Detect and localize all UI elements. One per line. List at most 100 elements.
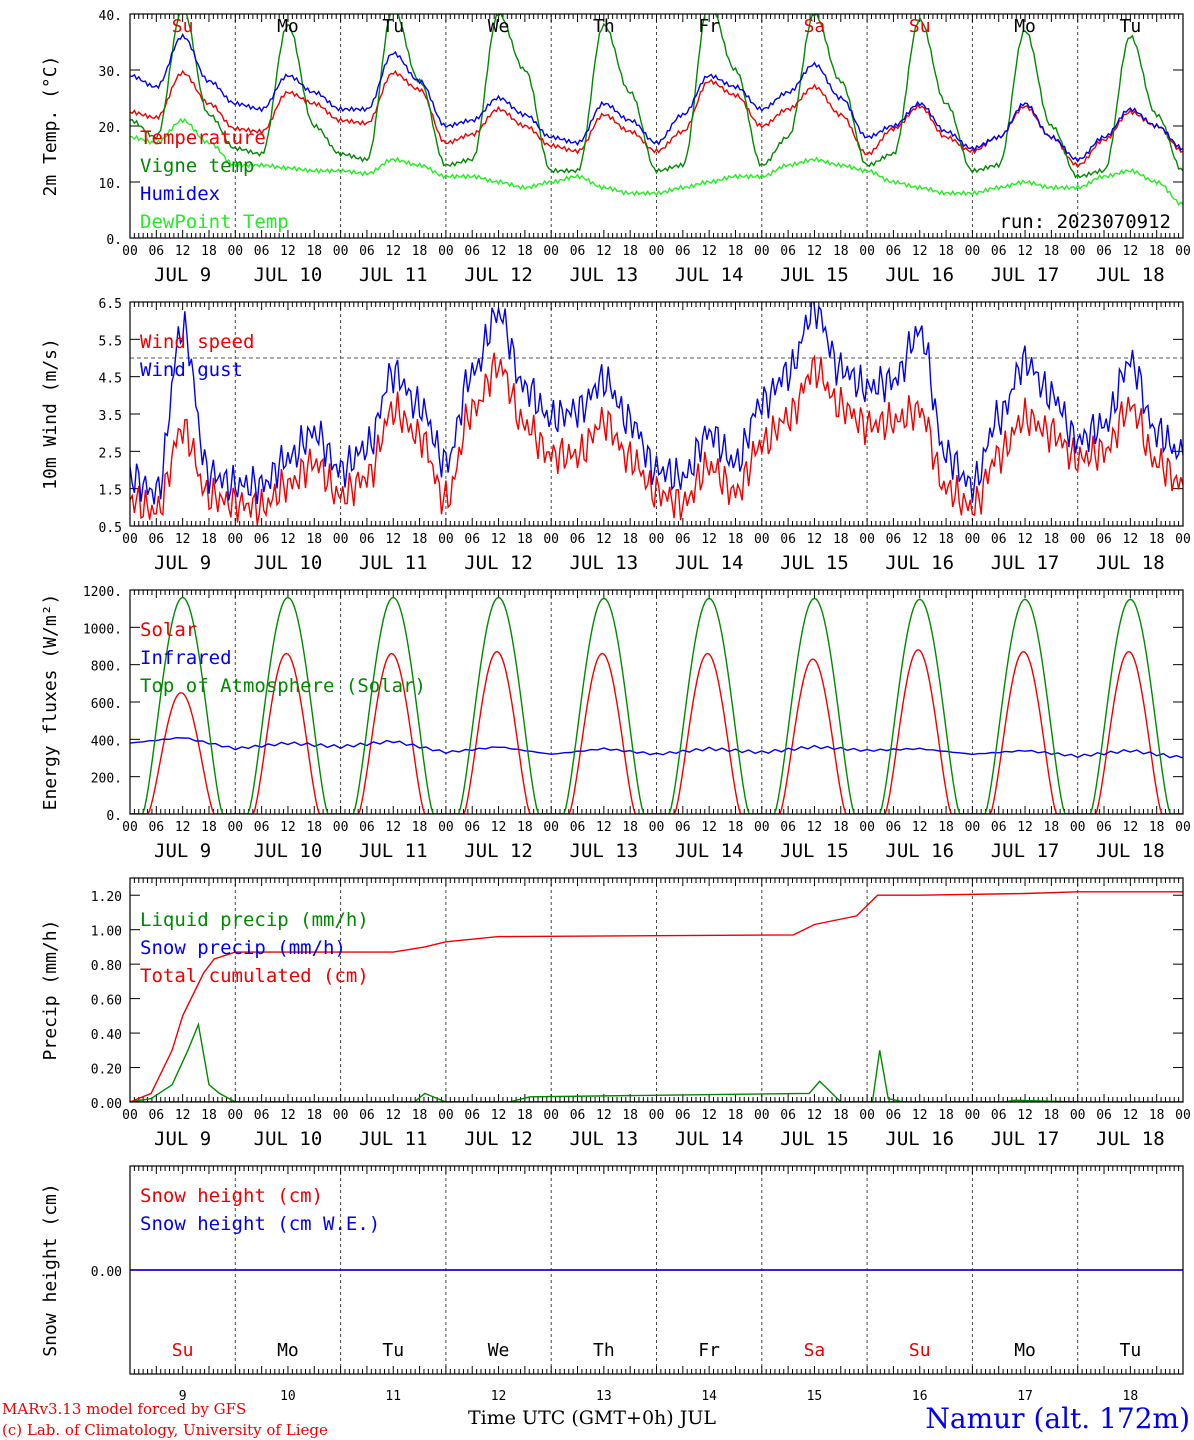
x-tick-label: 06 [148,244,164,259]
x-tick-label: 18 [938,820,954,835]
x-tick-label: 00 [1070,820,1086,835]
x-tick-label: 12 [1123,820,1139,835]
x-tick-label: 12 [701,1108,717,1123]
panel-1: 40. 30. 20. 10. 0. 2m Temp. (°C) Temperature Vi… [40,9,1191,286]
weekday-label: Tu [382,1340,404,1361]
date-label: JUL 15 [780,840,849,862]
y-tick-label: 600. [91,697,122,712]
day-number-label: 18 [1123,1389,1139,1404]
date-label: JUL 10 [254,552,323,574]
x-tick-label: 06 [254,1108,270,1123]
x-tick-label: 12 [280,1108,296,1123]
x-tick-label: 12 [912,244,928,259]
x-tick-label: 18 [306,820,322,835]
date-label: JUL 10 [254,1128,323,1150]
date-label: JUL 16 [885,1128,954,1150]
y-tick-label: 0.00 [91,1097,122,1112]
series-group [130,302,1183,525]
x-tick-label: 12 [385,1108,401,1123]
x-tick-label: 12 [912,820,928,835]
x-tick-label: 18 [938,244,954,259]
x-tick-label: 06 [675,1108,691,1123]
legend-entry: Snow height (cm) [140,1185,323,1207]
x-tick-label: 00 [438,532,454,547]
y-tick-label: 5.5 [99,334,122,349]
x-tick-label: 06 [148,532,164,547]
x-tick-label: 00 [965,532,981,547]
x-tick-label: 00 [1175,532,1191,547]
series-line-1 [130,648,1183,814]
date-label: JUL 14 [675,1128,744,1150]
x-tick-label: 00 [1070,244,1086,259]
x-tick-label: 18 [728,1108,744,1123]
legend-entry: Infrared [140,647,232,669]
x-tick-label: 12 [1123,532,1139,547]
x-tick-label: 00 [122,820,138,835]
x-tick-label: 12 [491,244,507,259]
x-tick-label: 00 [649,1108,665,1123]
legend-entry: DewPoint Temp [140,211,289,233]
x-tick-label: 06 [1096,820,1112,835]
x-tick-label: 18 [517,244,533,259]
x-tick-label: 12 [807,532,823,547]
x-tick-label: 12 [1123,1108,1139,1123]
weekday-label: Sa [804,1340,826,1361]
x-tick-label: 12 [280,820,296,835]
x-tick-label: 00 [438,820,454,835]
y-tick-label: 0.20 [91,1063,122,1078]
weekday-label: We [488,16,510,37]
x-tick-label: 00 [965,1108,981,1123]
x-tick-label: 06 [570,532,586,547]
x-tick-label: 06 [464,244,480,259]
legend-entry: Top of Atmosphere (Solar) [140,675,426,697]
x-tick-label: 12 [175,244,191,259]
date-label: JUL 15 [780,264,849,286]
panel-3: 1200. 1000. 800. 600. 400. 200. 0. Energy fluxe… [40,585,1191,862]
date-label: JUL 15 [780,1128,849,1150]
x-tick-label: 12 [175,1108,191,1123]
x-tick-label: 06 [1096,532,1112,547]
x-tick-label: 00 [859,820,875,835]
x-tick-label: 00 [1175,820,1191,835]
weekday-label: Tu [1120,1340,1142,1361]
weekday-label: Su [909,1340,931,1361]
date-label: JUL 12 [464,1128,533,1150]
date-label: JUL 18 [1096,1128,1165,1150]
date-label: JUL 12 [464,840,533,862]
weekday-label: Th [593,16,615,37]
x-tick-label: 06 [570,1108,586,1123]
x-tick-label: 00 [227,244,243,259]
panel-frame [129,589,1184,815]
x-tick-label: 00 [1070,1108,1086,1123]
panel-5: 0.00 Snow height (cm) Snow height (cm) Snow… [40,1165,1184,1404]
x-tick-label: 00 [754,244,770,259]
legend-entry: Wind speed [140,331,254,353]
weekday-label: Su [172,1340,194,1361]
x-tick-label: 00 [227,1108,243,1123]
weekday-label: Mo [1014,16,1036,37]
date-label: JUL 11 [359,264,428,286]
series-line-3 [130,32,1183,163]
x-tick-label: 00 [333,532,349,547]
date-label: JUL 11 [359,1128,428,1150]
x-tick-label: 18 [517,532,533,547]
y-tick-label: 0.40 [91,1028,122,1043]
y-tick-label: 200. [91,772,122,787]
y-tick-label: 1200. [83,585,122,600]
bottom-xlabel: Time UTC (GMT+0h) JUL [468,1407,716,1429]
series-group [130,14,1183,207]
x-tick-label: 06 [780,244,796,259]
date-label: JUL 13 [570,264,639,286]
date-label: JUL 16 [885,840,954,862]
series-group [130,596,1183,814]
date-label: JUL 12 [464,264,533,286]
x-tick-label: 06 [780,532,796,547]
x-tick-label: 00 [1070,532,1086,547]
legend-entry: Liquid precip (mm/h) [140,909,369,931]
x-tick-label: 18 [622,532,638,547]
y-tick-label: 1.00 [91,925,122,940]
panel-2: 6.5 5.5 4.5 3.5 2.5 1.5 0.5 10m Wind (m/s) Wind … [40,297,1191,574]
x-tick-label: 18 [517,1108,533,1123]
x-tick-label: 06 [991,532,1007,547]
x-tick-label: 12 [807,1108,823,1123]
